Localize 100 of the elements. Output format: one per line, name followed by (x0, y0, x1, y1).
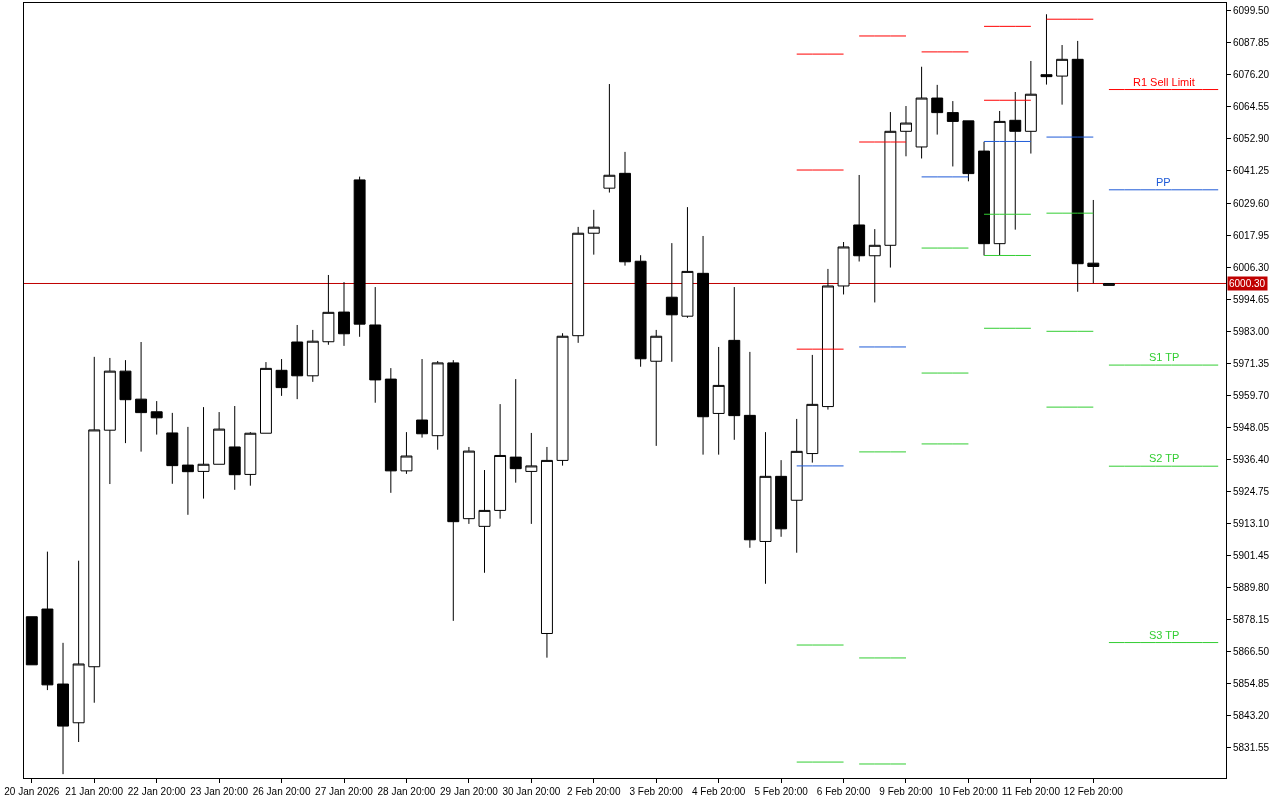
candlestick (369, 286, 382, 404)
candlestick (1009, 91, 1022, 231)
candlestick (572, 226, 585, 344)
candlestick (1040, 13, 1053, 86)
y-tick-label: 6029.60 (1233, 197, 1270, 209)
x-tick-label: 3 Feb 20:00 (629, 786, 684, 797)
candlestick (728, 286, 741, 441)
candlestick (291, 324, 304, 400)
candlestick (400, 431, 413, 475)
x-tick-label: 26 Jan 20:00 (252, 786, 311, 797)
candlestick (775, 459, 788, 538)
candlestick (978, 141, 990, 256)
y-tick-label: 5854.85 (1233, 677, 1270, 689)
series-label: S3 TP (1149, 629, 1180, 641)
candlestick (275, 358, 288, 397)
x-tick-label: 21 Jan 20:00 (65, 786, 124, 797)
x-tick-label: 10 Feb 20:00 (938, 786, 999, 797)
candlestick (915, 66, 928, 159)
candlestick (244, 431, 257, 487)
candlestick (884, 111, 897, 269)
candlestick (1102, 282, 1115, 286)
x-tick-label: 29 Jan 20:00 (439, 786, 499, 797)
candlestick (743, 351, 756, 549)
y-tick-label: 5913.10 (1233, 517, 1270, 529)
y-tick-label: 5971.35 (1233, 357, 1270, 369)
y-tick-label: 6087.85 (1233, 37, 1270, 49)
y-tick-label: 6076.20 (1233, 69, 1270, 81)
candlestick (135, 341, 148, 453)
candlestick (447, 359, 460, 622)
x-tick-label: 22 Jan 20:00 (127, 786, 187, 797)
candlestick (712, 346, 725, 456)
candlestick (587, 209, 600, 256)
y-tick-label: 5924.75 (1233, 485, 1270, 497)
candlestick (1087, 199, 1100, 284)
candlestick (119, 359, 132, 444)
candlestick (837, 241, 850, 295)
series-label: R1 Sell Limit (1133, 76, 1195, 88)
candlestick (853, 174, 866, 263)
candlestick (150, 400, 163, 436)
y-tick-label: 5994.65 (1233, 293, 1270, 305)
candlestick (25, 616, 38, 666)
y-tick-label: 5901.45 (1233, 549, 1270, 561)
ref-line-label: 6000.30 (1229, 278, 1266, 289)
x-tick-label: 20 Jan 2026 (4, 786, 60, 797)
y-tick-label: 6017.95 (1233, 229, 1270, 241)
x-tick-label: 11 Feb 20:00 (1001, 786, 1061, 797)
y-tick-label: 5948.05 (1233, 421, 1270, 433)
candlestick (213, 411, 226, 465)
candlestick (681, 206, 694, 319)
series-label: S1 TP (1149, 351, 1180, 363)
series-label: S2 TP (1149, 452, 1180, 464)
y-tick-label: 5959.70 (1233, 389, 1270, 401)
series-label: PP (1156, 176, 1171, 188)
candlestick (634, 254, 647, 368)
x-tick-label: 6 Feb 20:00 (816, 786, 871, 797)
x-tick-label: 27 Jan 20:00 (315, 786, 374, 797)
candlestick (900, 105, 912, 157)
candlestick (868, 228, 881, 303)
y-tick-label: 6041.25 (1233, 165, 1270, 177)
candlestick (462, 446, 475, 525)
candlestick (197, 406, 210, 500)
y-tick-label: 6006.30 (1233, 261, 1270, 273)
candlestick (103, 357, 116, 485)
candlestick (338, 281, 350, 347)
candlestick (41, 551, 54, 691)
x-tick-label: 12 Feb 20:00 (1063, 786, 1124, 797)
y-tick-label: 5843.20 (1233, 709, 1270, 721)
x-tick-label: 4 Feb 20:00 (691, 786, 746, 797)
candlestick (88, 356, 101, 704)
x-tick-label: 5 Feb 20:00 (754, 786, 809, 797)
y-tick-label: 6099.50 (1233, 5, 1270, 17)
y-tick-label: 5889.80 (1233, 581, 1270, 593)
candlestick (1024, 60, 1037, 155)
y-tick-label: 5983.00 (1233, 325, 1270, 337)
candlestick (416, 358, 429, 439)
candlestick (322, 274, 335, 346)
x-tick-label: 23 Jan 20:00 (190, 786, 249, 797)
candlestick (353, 176, 366, 338)
candlestick (306, 329, 319, 383)
x-tick-label: 9 Feb 20:00 (879, 786, 934, 797)
candlestick (790, 418, 803, 554)
candlestick (603, 83, 616, 194)
candlestick (509, 378, 522, 484)
candlestick (759, 431, 772, 585)
candlestick (384, 367, 397, 494)
candlestick (665, 242, 678, 363)
candlestick (478, 469, 491, 574)
candlestick (821, 268, 834, 411)
candlestick (166, 412, 179, 485)
candlestick (260, 361, 272, 434)
candlestick (650, 329, 663, 447)
y-tick-label: 5936.40 (1233, 453, 1270, 465)
y-tick-label: 6064.55 (1233, 101, 1270, 113)
candlestick (993, 110, 1006, 256)
candlestick (494, 403, 507, 520)
candlestick (806, 354, 819, 464)
x-tick-label: 28 Jan 20:00 (377, 786, 436, 797)
x-tick-label: 2 Feb 20:00 (567, 786, 621, 797)
candlestick (619, 151, 631, 267)
candlestick (181, 426, 194, 516)
